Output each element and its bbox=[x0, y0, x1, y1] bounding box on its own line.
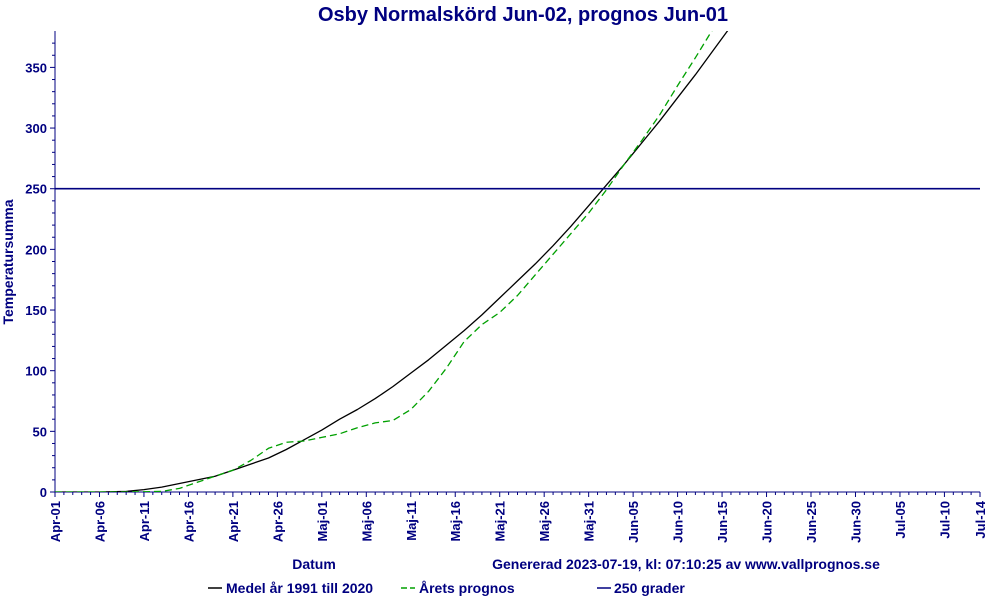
x-tick-label: Apr-26 bbox=[270, 501, 285, 542]
x-tick-label: Apr-01 bbox=[48, 501, 63, 542]
y-tick-label: 250 bbox=[25, 182, 47, 197]
chart-title: Osby Normalskörd Jun-02, prognos Jun-01 bbox=[318, 4, 728, 26]
y-tick-label: 200 bbox=[25, 242, 47, 257]
y-ticks: 0 50 100 150 200 250 300 350 bbox=[25, 42, 55, 500]
x-tick-label: Jun-25 bbox=[804, 501, 819, 543]
x-tick-label: Jun-05 bbox=[626, 501, 641, 543]
legend: Medel år 1991 till 2020 Årets prognos 25… bbox=[208, 580, 685, 596]
x-tick-label: Jun-30 bbox=[848, 501, 863, 543]
x-tick-label: Jul-14 bbox=[973, 500, 988, 538]
x-tick-label: Apr-11 bbox=[137, 501, 152, 541]
x-tick-label: Maj-11 bbox=[404, 501, 419, 541]
generated-note: Genererad 2023-07-19, kl: 07:10:25 av ww… bbox=[492, 556, 880, 572]
y-axis-label: Temperatursumma bbox=[0, 199, 16, 324]
series-line-medel bbox=[55, 31, 729, 492]
x-axis-label: Datum bbox=[292, 556, 336, 572]
x-tick-label: Maj-06 bbox=[359, 501, 374, 541]
y-tick-label: 0 bbox=[40, 485, 47, 500]
x-tick-label: Maj-16 bbox=[448, 501, 463, 541]
x-tick-label: Maj-31 bbox=[582, 501, 597, 541]
x-tick-label: Apr-06 bbox=[92, 501, 107, 542]
series-group bbox=[55, 31, 980, 492]
series-line-prognos bbox=[55, 31, 713, 492]
y-tick-label: 350 bbox=[25, 60, 47, 75]
x-tick-label: Apr-21 bbox=[226, 501, 241, 542]
x-tick-label: Jun-10 bbox=[671, 501, 686, 543]
x-tick-label: Jul-05 bbox=[893, 501, 908, 539]
y-tick-label: 100 bbox=[25, 364, 47, 379]
y-tick-label: 300 bbox=[25, 121, 47, 136]
x-tick-label: Jun-20 bbox=[760, 501, 775, 543]
legend-label-medel: Medel år 1991 till 2020 bbox=[226, 580, 373, 596]
x-tick-label: Maj-21 bbox=[493, 501, 508, 541]
x-tick-label: Jul-10 bbox=[937, 501, 952, 539]
plot-area: 0 50 100 150 200 250 300 350 Apr-01 Apr-06 Apr-11… bbox=[25, 31, 988, 543]
y-tick-label: 150 bbox=[25, 303, 47, 318]
legend-label-prognos: Årets prognos bbox=[419, 580, 515, 596]
y-tick-label: 50 bbox=[33, 424, 47, 439]
x-tick-label: Maj-26 bbox=[537, 501, 552, 541]
x-ticks: Apr-01 Apr-06 Apr-11 Apr-16 Apr-21 Apr-26 Maj-… bbox=[48, 492, 988, 543]
x-tick-label: Apr-16 bbox=[181, 501, 196, 542]
x-tick-label: Jun-15 bbox=[715, 501, 730, 543]
x-tick-label: Maj-01 bbox=[315, 501, 330, 541]
legend-label-250: 250 grader bbox=[614, 580, 685, 596]
